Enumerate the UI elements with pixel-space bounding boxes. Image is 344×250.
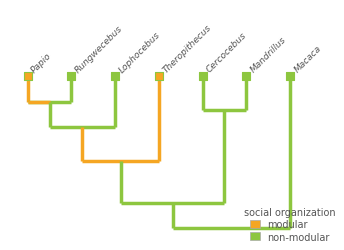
Point	[156, 75, 162, 79]
Point	[112, 75, 118, 79]
Text: Mandrillus: Mandrillus	[249, 36, 288, 74]
Text: Theropithecus: Theropithecus	[161, 23, 213, 74]
Text: Macaca: Macaca	[292, 44, 323, 74]
Text: Lophocebus: Lophocebus	[117, 30, 162, 74]
Point	[69, 75, 74, 79]
Point	[25, 75, 30, 79]
Legend: modular, non-modular: modular, non-modular	[242, 205, 338, 244]
Text: Cercocebus: Cercocebus	[205, 31, 248, 74]
Point	[244, 75, 249, 79]
Text: Rungwecebus: Rungwecebus	[74, 24, 125, 74]
Point	[200, 75, 205, 79]
Point	[287, 75, 293, 79]
Text: Papio: Papio	[30, 51, 54, 74]
